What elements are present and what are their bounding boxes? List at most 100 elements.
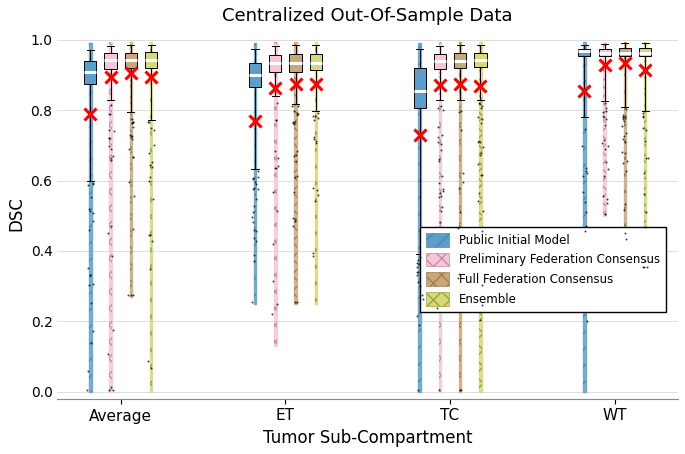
- Point: [456, 386, 467, 394]
- Point: [455, 386, 466, 394]
- Point: [267, 277, 278, 285]
- Point: [310, 139, 321, 146]
- Point: [435, 218, 446, 225]
- Point: [475, 104, 486, 112]
- Point: [432, 304, 443, 311]
- Bar: [310, 54, 322, 70]
- Point: [271, 117, 282, 124]
- Point: [577, 142, 588, 149]
- Point: [455, 126, 466, 133]
- Point: [601, 159, 612, 166]
- Point: [250, 178, 261, 185]
- Point: [601, 199, 612, 207]
- Point: [288, 120, 299, 128]
- Point: [86, 193, 97, 200]
- Point: [85, 271, 96, 279]
- Point: [579, 198, 590, 206]
- Point: [640, 126, 651, 133]
- Point: [434, 180, 445, 187]
- Point: [105, 110, 116, 118]
- Point: [313, 114, 324, 122]
- Point: [412, 264, 423, 271]
- Point: [637, 110, 648, 117]
- Point: [619, 139, 630, 146]
- Point: [145, 265, 155, 272]
- Point: [309, 113, 320, 120]
- Point: [433, 138, 444, 146]
- Point: [433, 104, 444, 111]
- Point: [639, 138, 650, 145]
- Point: [103, 126, 114, 133]
- Point: [437, 172, 448, 179]
- Point: [249, 257, 260, 264]
- Point: [88, 328, 99, 335]
- Point: [308, 133, 319, 141]
- Point: [453, 274, 464, 281]
- Point: [271, 301, 282, 308]
- Point: [290, 152, 301, 159]
- Point: [601, 104, 612, 112]
- Point: [287, 119, 298, 127]
- Point: [458, 170, 469, 177]
- Point: [291, 110, 302, 117]
- Point: [618, 116, 629, 123]
- Point: [434, 156, 445, 163]
- Point: [144, 231, 155, 238]
- Point: [475, 100, 486, 108]
- Point: [143, 119, 154, 126]
- Bar: [125, 53, 137, 68]
- Point: [453, 224, 464, 232]
- Point: [417, 295, 428, 302]
- Point: [643, 155, 653, 162]
- Point: [271, 100, 282, 107]
- Point: [476, 119, 487, 126]
- Point: [84, 208, 95, 215]
- Point: [619, 149, 630, 157]
- Point: [148, 126, 159, 133]
- Point: [248, 226, 259, 233]
- Bar: [290, 54, 301, 72]
- Point: [268, 240, 279, 247]
- Point: [107, 386, 118, 394]
- Point: [127, 119, 138, 126]
- Point: [147, 196, 158, 203]
- Point: [478, 207, 489, 215]
- Point: [617, 112, 628, 119]
- Point: [434, 193, 445, 200]
- Point: [454, 108, 465, 115]
- Point: [108, 152, 119, 159]
- Point: [412, 278, 423, 286]
- Point: [290, 157, 301, 164]
- Point: [477, 102, 488, 109]
- Point: [103, 230, 114, 237]
- Point: [145, 124, 156, 131]
- Point: [126, 135, 137, 142]
- Point: [88, 209, 99, 217]
- X-axis label: Tumor Sub-Compartment: Tumor Sub-Compartment: [263, 429, 473, 447]
- Bar: [475, 53, 486, 67]
- Point: [600, 210, 611, 217]
- Bar: [434, 54, 446, 69]
- Point: [105, 154, 116, 162]
- Point: [143, 357, 154, 365]
- Point: [85, 271, 96, 279]
- Point: [597, 112, 608, 119]
- Point: [454, 208, 465, 215]
- Point: [270, 164, 281, 172]
- Point: [292, 102, 303, 109]
- Bar: [269, 54, 282, 72]
- Point: [127, 119, 138, 126]
- Point: [290, 118, 301, 125]
- Point: [432, 123, 443, 131]
- Point: [266, 311, 277, 318]
- Point: [288, 222, 299, 229]
- Point: [597, 109, 608, 116]
- Point: [412, 386, 423, 394]
- Point: [147, 163, 158, 171]
- Point: [310, 137, 321, 144]
- Point: [142, 118, 153, 126]
- Point: [435, 207, 446, 215]
- Point: [145, 161, 155, 168]
- Point: [128, 153, 139, 161]
- Point: [411, 271, 422, 279]
